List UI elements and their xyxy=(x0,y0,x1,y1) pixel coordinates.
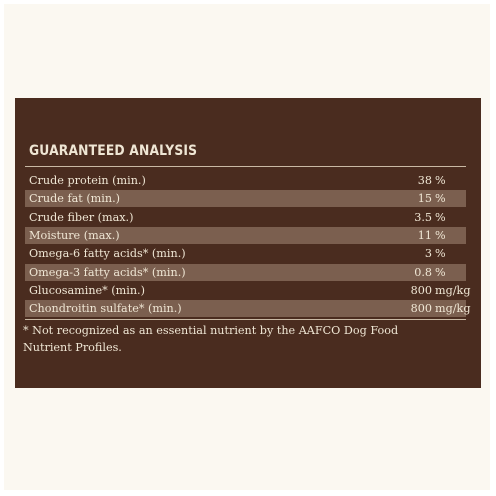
nutrient-value: 3 xyxy=(424,247,432,261)
nutrient-unit: % xyxy=(435,210,446,224)
nutrient-label: Moisture (max.) xyxy=(29,228,120,242)
nutrient-value: 0.8 xyxy=(414,265,432,279)
analysis-panel: GUARANTEED ANALYSIS Crude protein (min.)… xyxy=(15,98,481,388)
nutrient-unit: % xyxy=(435,265,446,279)
nutrient-label: Glucosamine* (min.) xyxy=(29,283,145,297)
nutrient-unit: % xyxy=(435,247,446,261)
nutrient-unit: % xyxy=(435,228,446,242)
table-row: Moisture (max.) 11% xyxy=(25,226,466,244)
footnote: * Not recognized as an essential nutrien… xyxy=(23,324,399,338)
nutrient-unit: mg/kg xyxy=(435,283,471,297)
table-row: Glucosamine* (min.) 800 mg/kg xyxy=(25,282,470,299)
table-row: Crude fat (min.) 15% xyxy=(25,190,466,208)
nutrient-value: 3.5 xyxy=(414,210,432,224)
title-rule xyxy=(25,166,466,167)
nutrient-value: 800 xyxy=(410,283,432,297)
nutrient-value: 11 xyxy=(417,228,432,242)
table-row: Omega-3 fatty acids* (min.) 0.8% xyxy=(25,263,466,281)
nutrient-value: 800 xyxy=(410,302,432,316)
nutrient-value: 38 xyxy=(417,174,432,187)
nutrient-unit: % xyxy=(435,192,446,206)
nutrient-label: Chondroitin sulfate* (min.) xyxy=(29,302,182,316)
nutrient-unit: mg/kg xyxy=(435,302,471,316)
table-rule xyxy=(25,319,466,321)
nutrient-label: Crude fiber (max.) xyxy=(29,210,134,224)
table-row: Chondroitin sulfate* (min.) 800 mg/kg xyxy=(25,300,470,318)
nutrient-label: Omega-3 fatty acids* (min.) xyxy=(29,265,186,279)
nutrient-unit: % xyxy=(435,174,446,187)
nutrient-label: Crude fat (min.) xyxy=(29,192,120,206)
nutrient-label: Omega-6 fatty acids* (min.) xyxy=(29,247,186,261)
nutrient-label: Crude protein (min.) xyxy=(29,174,146,187)
footnote: Nutrient Profiles. xyxy=(23,341,122,355)
table-row: Crude protein (min.) 38% xyxy=(25,172,466,189)
table-row: Crude fiber (max.) 3.5% xyxy=(25,209,466,226)
nutrient-value: 15 xyxy=(417,192,432,206)
table-row: Omega-6 fatty acids* (min.) 3% xyxy=(25,245,466,262)
panel-title: GUARANTEED ANALYSIS xyxy=(29,143,198,159)
